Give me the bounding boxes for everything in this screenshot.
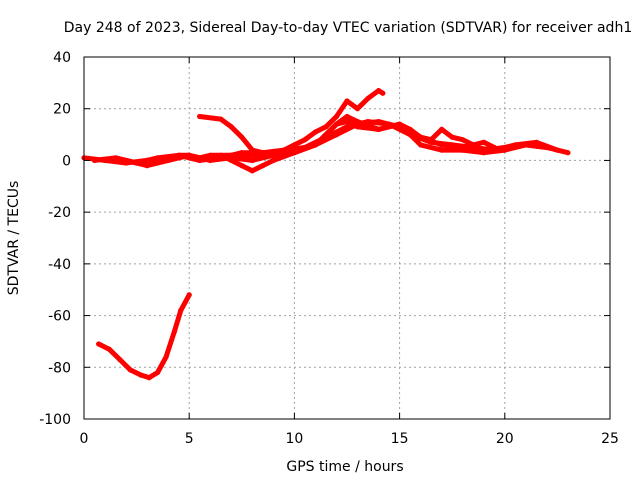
data-point — [333, 121, 340, 127]
data-point — [239, 134, 245, 140]
data-point — [228, 124, 234, 130]
y-tick-label: -80 — [48, 360, 71, 376]
data-point — [523, 142, 529, 148]
x-tick-label: 20 — [496, 431, 514, 447]
x-tick-label: 25 — [601, 431, 619, 447]
data-point — [171, 328, 178, 334]
data-point — [163, 354, 169, 360]
data-point — [354, 119, 361, 125]
data-point — [344, 119, 350, 125]
data-point — [502, 147, 508, 153]
data-point — [228, 157, 234, 163]
data-point — [155, 155, 161, 161]
data-series — [81, 88, 571, 381]
data-point — [138, 372, 144, 378]
data-point — [460, 147, 466, 153]
data-point — [186, 292, 192, 298]
y-tick-label: -40 — [48, 257, 71, 273]
data-point — [270, 152, 276, 158]
data-point — [165, 157, 171, 163]
data-point — [376, 126, 382, 132]
data-point — [302, 137, 308, 143]
data-point — [260, 150, 266, 156]
data-point — [481, 150, 487, 156]
data-point — [127, 367, 133, 373]
data-point — [239, 163, 245, 169]
y-tick-label: 0 — [62, 153, 71, 169]
x-tick-label: 15 — [391, 431, 409, 447]
data-point — [146, 375, 152, 381]
data-point — [260, 163, 266, 169]
data-point — [323, 124, 329, 130]
data-point — [123, 157, 129, 163]
y-tick-label: -20 — [48, 205, 71, 221]
data-point — [449, 134, 455, 140]
data-point — [418, 134, 424, 140]
plot-frame — [83, 56, 611, 420]
data-point — [354, 124, 361, 130]
y-tick-label: -60 — [48, 309, 71, 325]
grid — [84, 57, 610, 419]
data-point — [354, 106, 361, 112]
data-point — [481, 139, 487, 145]
data-point — [333, 113, 340, 120]
data-point — [249, 147, 255, 153]
data-point — [312, 142, 318, 148]
data-point — [407, 126, 413, 132]
data-point — [554, 147, 561, 153]
data-point — [312, 129, 318, 135]
x-tick-label: 5 — [185, 431, 194, 447]
data-point — [439, 126, 445, 132]
data-point — [428, 137, 434, 143]
data-point — [565, 150, 571, 156]
data-point — [178, 307, 184, 313]
data-point — [155, 369, 161, 376]
y-axis-label: SDTVAR / TECUs — [6, 181, 22, 296]
data-point — [144, 163, 150, 169]
x-tick-label: 0 — [80, 431, 89, 447]
data-point — [439, 147, 445, 153]
data-point — [218, 152, 224, 158]
data-point — [106, 346, 112, 352]
data-point — [323, 132, 329, 138]
data-point — [491, 144, 497, 151]
data-point — [291, 150, 297, 156]
data-point — [397, 121, 403, 127]
data-point — [291, 142, 297, 148]
data-point — [96, 341, 102, 347]
data-point — [449, 142, 455, 148]
y-tick-label: 40 — [53, 50, 71, 66]
y-tick-label: -100 — [39, 412, 71, 428]
data-point — [344, 124, 350, 130]
x-tick-label: 10 — [285, 431, 303, 447]
data-point — [207, 155, 213, 161]
data-point — [344, 98, 350, 104]
data-point — [460, 137, 466, 143]
data-point — [249, 157, 255, 163]
data-point — [281, 147, 287, 153]
y-tick-label: 20 — [53, 102, 71, 118]
data-point — [117, 356, 123, 363]
data-point — [380, 90, 386, 96]
data-point — [544, 144, 550, 151]
data-point — [470, 142, 476, 148]
x-axis-label: GPS time / hours — [286, 459, 403, 475]
data-point — [365, 95, 371, 101]
data-point — [239, 150, 245, 156]
data-point — [186, 152, 192, 158]
data-point — [418, 142, 424, 148]
data-point — [197, 113, 203, 120]
data-point — [249, 168, 255, 174]
axis-ticks: 0 5 10 15 20 25 -100 -80 -60 -40 -20 0 20 40 — [39, 50, 619, 447]
data-point — [102, 157, 108, 163]
chart-title: Day 248 of 2023, Sidereal Day-to-day VTE… — [64, 20, 632, 36]
data-point — [270, 157, 276, 163]
data-point — [376, 88, 382, 94]
data-point — [218, 116, 224, 122]
data-point — [91, 157, 98, 163]
series-track-f — [96, 292, 192, 381]
data-point — [344, 113, 350, 120]
